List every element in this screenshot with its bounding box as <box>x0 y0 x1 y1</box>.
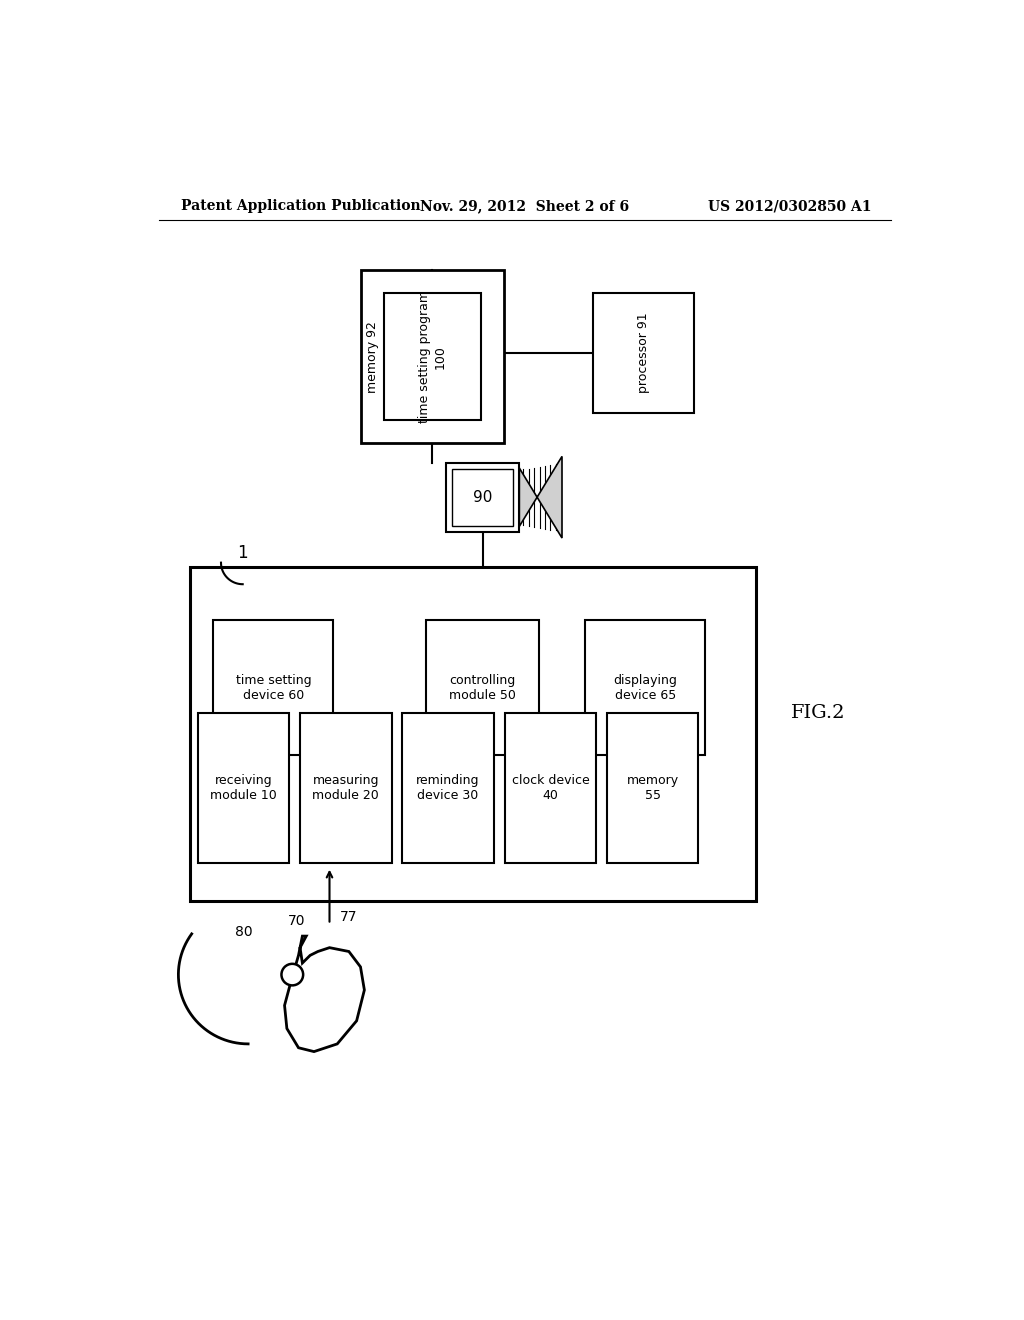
Text: time setting program
100: time setting program 100 <box>418 290 446 424</box>
Text: memory 92: memory 92 <box>367 321 380 392</box>
Text: clock device
40: clock device 40 <box>512 774 589 801</box>
Bar <box>402 713 494 863</box>
Bar <box>213 620 334 755</box>
Text: measuring
module 20: measuring module 20 <box>312 774 379 801</box>
PathPatch shape <box>285 936 365 1052</box>
Bar <box>190 566 756 902</box>
Text: displaying
device 65: displaying device 65 <box>613 673 677 702</box>
Bar <box>586 620 706 755</box>
Text: 77: 77 <box>340 909 357 924</box>
Text: time setting
device 60: time setting device 60 <box>236 673 311 702</box>
Text: FIG.2: FIG.2 <box>791 704 845 722</box>
Polygon shape <box>519 457 562 539</box>
Text: 70: 70 <box>288 913 306 928</box>
Bar <box>300 713 391 863</box>
Text: memory
55: memory 55 <box>627 774 679 801</box>
Bar <box>384 293 480 420</box>
Bar <box>593 293 693 413</box>
Bar <box>360 271 504 444</box>
Bar <box>505 713 596 863</box>
Bar <box>452 469 513 525</box>
Bar <box>607 713 698 863</box>
Text: 1: 1 <box>238 544 248 561</box>
Text: Patent Application Publication: Patent Application Publication <box>180 199 420 213</box>
Text: 80: 80 <box>236 925 253 940</box>
Bar <box>445 462 519 532</box>
Text: 90: 90 <box>473 490 493 504</box>
Text: Nov. 29, 2012  Sheet 2 of 6: Nov. 29, 2012 Sheet 2 of 6 <box>420 199 630 213</box>
Bar <box>198 713 289 863</box>
Circle shape <box>282 964 303 985</box>
Text: processor 91: processor 91 <box>637 313 650 393</box>
Text: controlling
module 50: controlling module 50 <box>450 673 516 702</box>
Text: reminding
device 30: reminding device 30 <box>417 774 480 801</box>
Bar <box>426 620 539 755</box>
Text: receiving
module 10: receiving module 10 <box>210 774 276 801</box>
Text: US 2012/0302850 A1: US 2012/0302850 A1 <box>709 199 872 213</box>
